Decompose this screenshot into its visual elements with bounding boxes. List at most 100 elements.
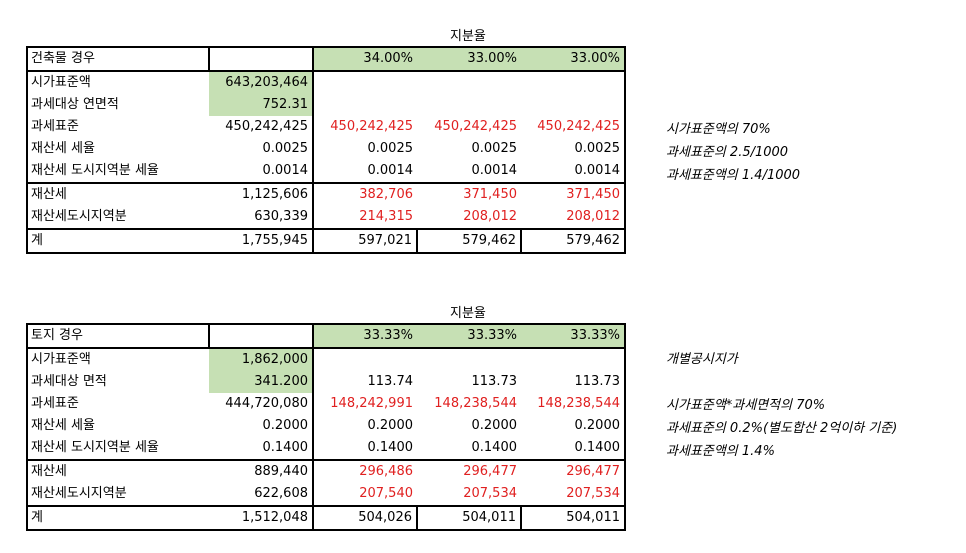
share-cell[interactable]: 148,238,544 xyxy=(434,396,517,411)
share-cell[interactable]: 579,462 xyxy=(417,228,522,253)
building-header-row: 건축물 경우 34.00% 33.00% 33.00% xyxy=(27,47,625,72)
share-cell[interactable]: 0.1400 xyxy=(471,440,518,455)
share-cell[interactable]: 450,242,425 xyxy=(434,119,517,134)
share-cell[interactable] xyxy=(417,71,521,94)
row-label[interactable]: 재산세 도시지역분 세율 xyxy=(31,163,159,178)
share-cell[interactable]: 0.0014 xyxy=(574,163,621,178)
share-cell[interactable]: 296,477 xyxy=(521,459,625,483)
share-cell[interactable]: 0.0025 xyxy=(574,141,621,156)
share-cell[interactable]: 0.0025 xyxy=(367,141,414,156)
total-cell[interactable]: 630,339 xyxy=(209,206,314,229)
total-cell[interactable]: 1,512,048 xyxy=(209,505,314,530)
building-note-urban-rate: 과세표준액의 1.4/1000 xyxy=(666,168,801,183)
share-cell[interactable]: 0.2000 xyxy=(367,418,414,433)
share-cell[interactable]: 0.2000 xyxy=(574,418,621,433)
total-cell[interactable]: 341.200 xyxy=(209,371,314,393)
building-row-urban-tax: 재산세도시지역분 630,339 214,315 208,012 208,012 xyxy=(27,206,625,229)
share-cell[interactable]: 0.0014 xyxy=(367,163,414,178)
land-header-blank[interactable] xyxy=(209,324,314,349)
land-row-market-value: 시가표준액 1,862,000 xyxy=(27,348,625,371)
row-label[interactable]: 과세대상 연면적 xyxy=(31,97,119,112)
land-share-1[interactable]: 33.33% xyxy=(313,324,417,349)
building-header-label[interactable]: 건축물 경우 xyxy=(27,47,210,72)
share-cell[interactable] xyxy=(521,94,625,116)
share-cell[interactable]: 113.74 xyxy=(367,374,414,389)
share-cell[interactable]: 371,450 xyxy=(417,182,521,206)
total-cell[interactable]: 444,720,080 xyxy=(209,393,314,415)
land-row-property-tax: 재산세 889,440 296,486 296,477 296,477 xyxy=(27,459,625,483)
share-cell[interactable]: 113.73 xyxy=(574,374,621,389)
total-cell[interactable]: 0.2000 xyxy=(209,415,314,437)
row-label[interactable]: 과세표준 xyxy=(31,396,79,411)
share-cell[interactable]: 207,534 xyxy=(566,486,620,501)
total-cell[interactable]: 450,242,425 xyxy=(209,116,314,138)
share-cell[interactable]: 0.1400 xyxy=(367,440,414,455)
building-share-3[interactable]: 33.00% xyxy=(521,47,625,72)
total-cell[interactable]: 1,862,000 xyxy=(209,348,314,371)
row-label[interactable]: 재산세 xyxy=(27,182,209,206)
share-cell[interactable]: 148,242,991 xyxy=(330,396,413,411)
row-label[interactable]: 계 xyxy=(27,505,209,530)
row-label[interactable]: 재산세 세율 xyxy=(31,141,95,156)
share-cell[interactable]: 0.2000 xyxy=(471,418,518,433)
building-row-property-tax: 재산세 1,125,606 382,706 371,450 371,450 xyxy=(27,182,625,206)
land-row-tax-base: 과세표준 444,720,080 148,242,991 148,238,544… xyxy=(27,393,625,415)
share-cell[interactable] xyxy=(521,71,625,94)
total-cell[interactable]: 889,440 xyxy=(209,459,314,483)
share-cell[interactable] xyxy=(313,71,417,94)
share-cell[interactable]: 450,242,425 xyxy=(537,119,620,134)
building-share-2[interactable]: 33.00% xyxy=(417,47,521,72)
total-cell[interactable]: 0.1400 xyxy=(209,437,314,460)
building-note-tax-rate: 과세표준의 2.5/1000 xyxy=(666,145,789,160)
land-header-label[interactable]: 토지 경우 xyxy=(27,324,210,349)
share-cell[interactable]: 504,026 xyxy=(313,505,418,530)
land-share-2[interactable]: 33.33% xyxy=(417,324,521,349)
row-label[interactable]: 재산세 도시지역분 세율 xyxy=(31,440,159,455)
share-cell[interactable]: 208,012 xyxy=(463,209,517,224)
row-label[interactable]: 과세표준 xyxy=(31,119,79,134)
share-cell[interactable]: 371,450 xyxy=(521,182,625,206)
building-share-1[interactable]: 34.00% xyxy=(313,47,417,72)
share-cell[interactable]: 0.0014 xyxy=(471,163,518,178)
total-cell[interactable]: 643,203,464 xyxy=(209,71,314,94)
building-row-tax-base: 과세표준 450,242,425 450,242,425 450,242,425… xyxy=(27,116,625,138)
share-cell[interactable]: 579,462 xyxy=(521,228,625,253)
share-cell[interactable]: 148,238,544 xyxy=(537,396,620,411)
share-cell[interactable]: 214,315 xyxy=(359,209,413,224)
row-label[interactable]: 재산세도시지역분 xyxy=(31,486,127,501)
share-cell[interactable]: 597,021 xyxy=(313,228,418,253)
building-header-blank[interactable] xyxy=(209,47,314,72)
total-cell[interactable]: 0.0025 xyxy=(209,138,314,160)
share-cell[interactable]: 382,706 xyxy=(313,182,417,206)
share-cell[interactable] xyxy=(313,94,417,116)
share-cell[interactable]: 208,012 xyxy=(566,209,620,224)
share-cell[interactable]: 296,486 xyxy=(313,459,417,483)
row-label[interactable]: 시가표준액 xyxy=(31,352,91,367)
land-row-total: 계 1,512,048 504,026 504,011 504,011 xyxy=(27,505,625,530)
share-cell[interactable] xyxy=(313,348,417,371)
total-cell[interactable]: 752.31 xyxy=(209,94,314,116)
share-cell[interactable] xyxy=(417,348,521,371)
row-label[interactable]: 계 xyxy=(27,228,209,253)
land-share-3[interactable]: 33.33% xyxy=(521,324,625,349)
share-cell[interactable]: 207,534 xyxy=(463,486,517,501)
share-cell[interactable]: 504,011 xyxy=(521,505,625,530)
share-cell[interactable]: 450,242,425 xyxy=(330,119,413,134)
row-label[interactable]: 재산세 세율 xyxy=(31,418,95,433)
row-label[interactable]: 재산세도시지역분 xyxy=(31,209,127,224)
total-cell[interactable]: 0.0014 xyxy=(209,160,314,183)
share-cell[interactable]: 0.0025 xyxy=(471,141,518,156)
share-cell[interactable]: 113.73 xyxy=(471,374,518,389)
share-cell[interactable]: 504,011 xyxy=(417,505,522,530)
total-cell[interactable]: 1,755,945 xyxy=(209,228,314,253)
row-label[interactable]: 과세대상 면적 xyxy=(31,374,107,389)
row-label[interactable]: 재산세 xyxy=(27,459,209,483)
share-cell[interactable] xyxy=(521,348,625,371)
share-cell[interactable]: 296,477 xyxy=(417,459,521,483)
share-cell[interactable] xyxy=(417,94,521,116)
total-cell[interactable]: 622,608 xyxy=(209,483,314,506)
share-cell[interactable]: 0.1400 xyxy=(574,440,621,455)
share-cell[interactable]: 207,540 xyxy=(359,486,413,501)
total-cell[interactable]: 1,125,606 xyxy=(209,182,314,206)
row-label[interactable]: 시가표준액 xyxy=(31,75,91,90)
